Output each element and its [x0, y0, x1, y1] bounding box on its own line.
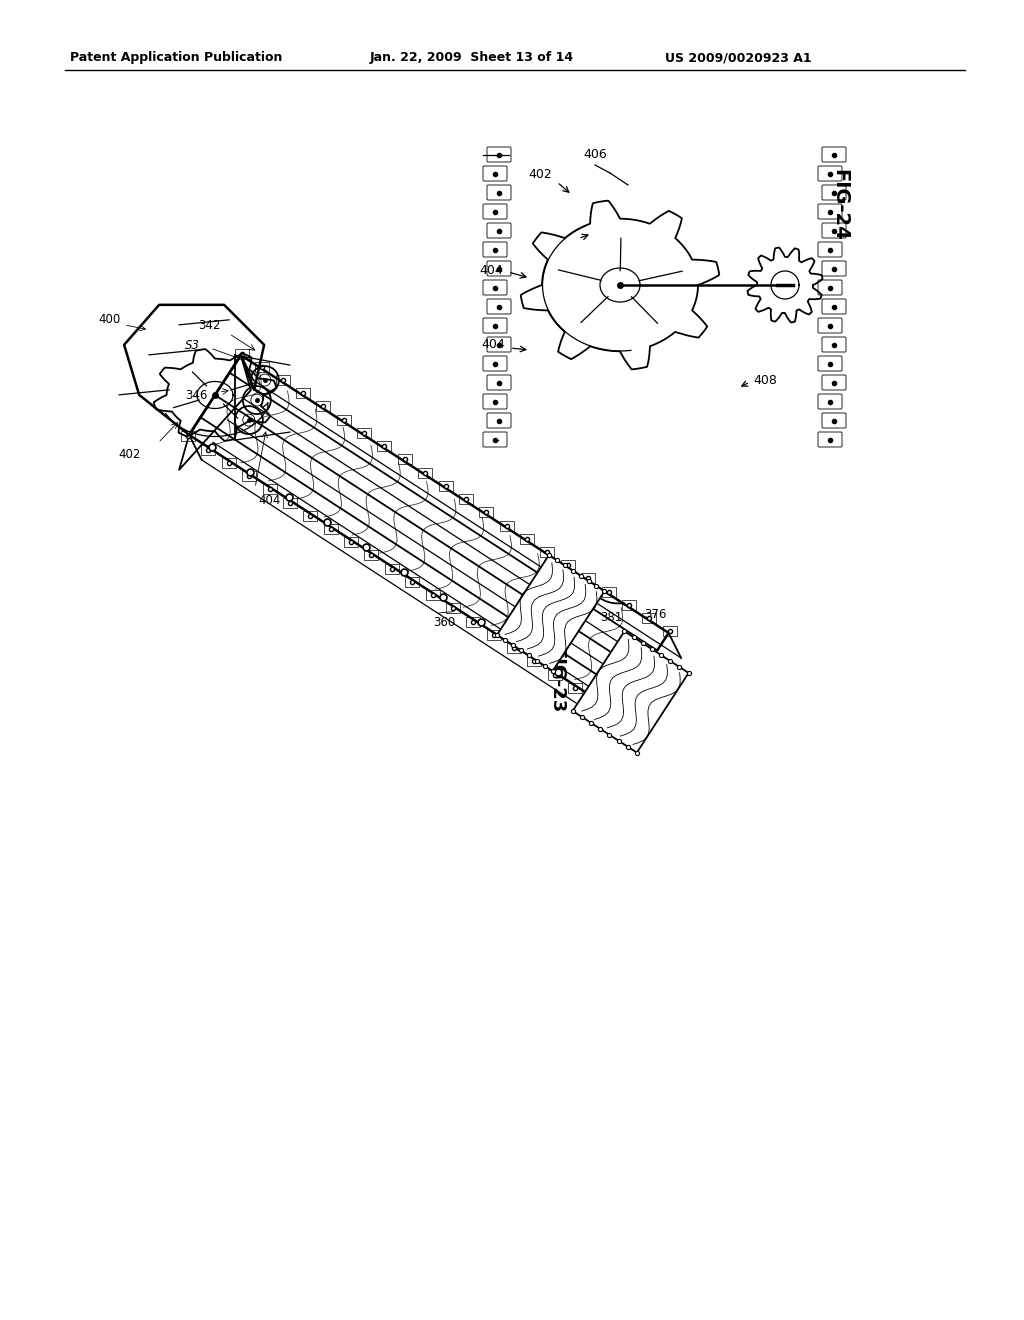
Text: 404: 404 — [481, 338, 505, 351]
Polygon shape — [572, 631, 688, 752]
Bar — [500, 520, 514, 531]
Bar — [365, 550, 379, 561]
Bar — [541, 546, 554, 557]
Bar — [255, 362, 269, 372]
Text: FIG-23: FIG-23 — [548, 647, 565, 714]
Text: S3: S3 — [185, 339, 201, 352]
Bar — [296, 388, 310, 399]
Text: Patent Application Publication: Patent Application Publication — [70, 51, 283, 65]
Bar — [324, 524, 338, 535]
Bar — [466, 616, 480, 627]
Text: 402: 402 — [119, 449, 141, 462]
Bar — [357, 428, 371, 438]
Bar — [663, 626, 677, 636]
Text: 404: 404 — [479, 264, 503, 276]
Bar — [642, 612, 656, 623]
Text: 381: 381 — [650, 675, 673, 688]
Bar — [426, 590, 439, 601]
Text: 404: 404 — [259, 494, 282, 507]
Bar — [486, 630, 501, 640]
Bar — [479, 507, 494, 517]
Bar — [262, 484, 276, 494]
Bar — [406, 577, 419, 587]
Bar — [344, 537, 358, 548]
Bar — [303, 511, 317, 521]
Bar — [275, 375, 290, 385]
Bar — [398, 454, 412, 465]
Bar — [561, 560, 574, 570]
Bar — [337, 414, 351, 425]
Text: 342: 342 — [198, 319, 220, 333]
Text: 360: 360 — [433, 616, 455, 630]
Bar — [527, 656, 542, 667]
Bar — [378, 441, 391, 451]
Text: 402: 402 — [528, 169, 552, 181]
Text: 381: 381 — [600, 611, 623, 624]
Bar — [507, 643, 521, 653]
Bar — [202, 445, 215, 454]
Text: FIG-24: FIG-24 — [830, 169, 850, 240]
Bar — [582, 573, 595, 583]
Text: Jan. 22, 2009  Sheet 13 of 14: Jan. 22, 2009 Sheet 13 of 14 — [370, 51, 574, 65]
Bar — [243, 471, 256, 480]
Bar — [548, 669, 562, 680]
Bar — [181, 432, 196, 441]
Bar — [568, 682, 582, 693]
Bar — [316, 401, 331, 412]
Text: 406: 406 — [583, 149, 607, 161]
Bar — [234, 348, 249, 359]
Bar — [385, 564, 398, 574]
Bar — [520, 533, 535, 544]
Bar — [589, 696, 602, 706]
Bar — [601, 586, 615, 597]
Text: 408: 408 — [753, 374, 777, 387]
Bar — [622, 599, 636, 610]
Bar — [438, 480, 453, 491]
Text: 346: 346 — [185, 388, 208, 401]
Text: US 2009/0020923 A1: US 2009/0020923 A1 — [665, 51, 812, 65]
Bar — [459, 494, 473, 504]
Bar — [445, 603, 460, 614]
Text: 320: 320 — [556, 606, 579, 618]
Bar — [222, 458, 236, 467]
Polygon shape — [497, 556, 604, 671]
Text: 376: 376 — [644, 609, 667, 622]
Text: 400: 400 — [98, 313, 120, 326]
Bar — [418, 467, 432, 478]
Bar — [609, 709, 623, 719]
Bar — [283, 498, 297, 508]
